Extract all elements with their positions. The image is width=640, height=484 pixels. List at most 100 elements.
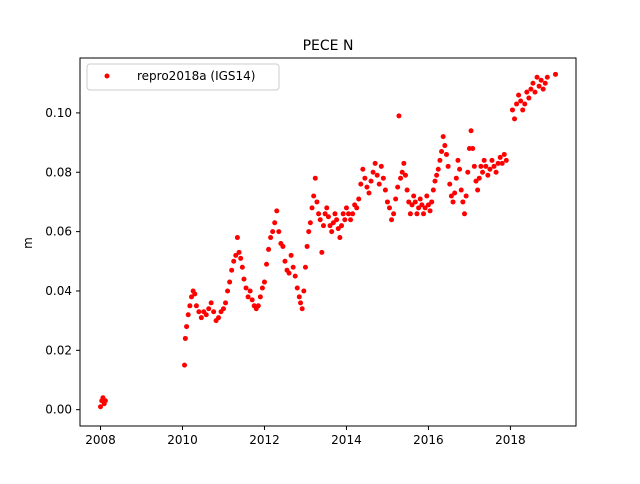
data-point — [495, 160, 501, 166]
data-point — [266, 246, 272, 252]
data-point — [346, 211, 351, 217]
data-point — [437, 157, 443, 163]
data-point — [384, 199, 390, 205]
data-point — [409, 202, 415, 208]
data-point — [530, 80, 536, 86]
data-point — [332, 211, 338, 217]
data-point — [343, 205, 349, 211]
data-point — [316, 211, 322, 217]
data-point — [206, 306, 212, 312]
data-point — [184, 324, 190, 330]
data-points — [98, 71, 558, 410]
data-point — [540, 86, 546, 92]
data-point — [414, 211, 420, 217]
data-point — [460, 199, 466, 205]
data-point — [424, 193, 430, 199]
data-point — [468, 128, 474, 134]
data-point — [470, 146, 476, 152]
data-point — [196, 309, 202, 315]
data-point — [443, 151, 449, 157]
data-point — [453, 175, 459, 181]
data-point — [553, 71, 558, 77]
data-point — [192, 291, 198, 297]
data-point — [471, 163, 477, 169]
data-point — [432, 178, 438, 184]
x-tick-label: 2008 — [85, 433, 116, 447]
data-point — [229, 267, 235, 273]
data-point — [430, 187, 436, 193]
data-point — [290, 264, 296, 270]
data-point — [225, 288, 231, 294]
data-point — [348, 217, 354, 223]
data-point — [356, 196, 362, 202]
data-point — [404, 187, 410, 193]
data-point — [319, 249, 325, 255]
data-point — [416, 205, 422, 211]
data-point — [445, 163, 451, 169]
y-tick-label: 0.04 — [45, 284, 72, 298]
data-point — [406, 199, 412, 205]
data-point — [203, 312, 209, 318]
data-point — [282, 258, 288, 264]
data-point — [512, 116, 518, 122]
data-point — [329, 229, 335, 235]
data-point — [478, 163, 484, 169]
data-point — [458, 187, 464, 193]
data-point — [362, 175, 368, 181]
data-point — [382, 187, 388, 193]
data-point — [231, 258, 237, 264]
data-point — [399, 169, 405, 175]
data-point — [447, 181, 453, 187]
data-point — [270, 229, 276, 235]
data-point — [189, 294, 194, 300]
data-point — [485, 172, 491, 178]
data-point — [280, 243, 286, 249]
data-point — [102, 398, 108, 404]
data-point — [402, 172, 408, 178]
data-point — [238, 255, 244, 261]
x-axis-ticks: 2008 2010 2012 2014 2016 2018 — [85, 426, 526, 447]
data-point — [457, 166, 463, 172]
data-point — [182, 362, 188, 368]
data-point — [296, 294, 302, 300]
data-point — [509, 107, 515, 113]
data-point — [411, 193, 417, 199]
data-point — [320, 223, 326, 229]
data-point — [412, 199, 418, 205]
legend: repro2018a (IGS14) — [86, 63, 280, 91]
y-tick-label: 0.10 — [45, 106, 72, 120]
data-point — [463, 193, 469, 199]
data-point — [274, 208, 280, 214]
data-point — [208, 300, 214, 306]
data-point — [542, 80, 548, 86]
data-point — [239, 264, 245, 270]
data-point — [286, 270, 292, 276]
data-point — [395, 184, 401, 190]
data-point — [462, 211, 467, 217]
data-point — [350, 211, 356, 217]
data-point — [393, 196, 399, 202]
data-point — [301, 288, 307, 294]
data-point — [440, 134, 446, 140]
data-point — [314, 199, 320, 205]
data-point — [255, 303, 261, 309]
data-point — [422, 205, 428, 211]
data-point — [380, 175, 386, 181]
data-point — [391, 211, 397, 217]
data-point — [435, 166, 441, 172]
data-point — [241, 276, 247, 282]
data-point — [227, 279, 233, 285]
data-point — [243, 285, 249, 291]
y-tick-label: 0.08 — [45, 165, 72, 179]
data-point — [465, 169, 471, 175]
data-point — [257, 294, 263, 300]
data-point — [491, 163, 497, 169]
data-point — [417, 196, 423, 202]
data-point — [522, 101, 528, 107]
data-point — [374, 172, 380, 178]
data-point — [354, 205, 360, 211]
data-point — [307, 220, 313, 226]
data-point — [389, 217, 395, 223]
data-point — [304, 243, 310, 249]
